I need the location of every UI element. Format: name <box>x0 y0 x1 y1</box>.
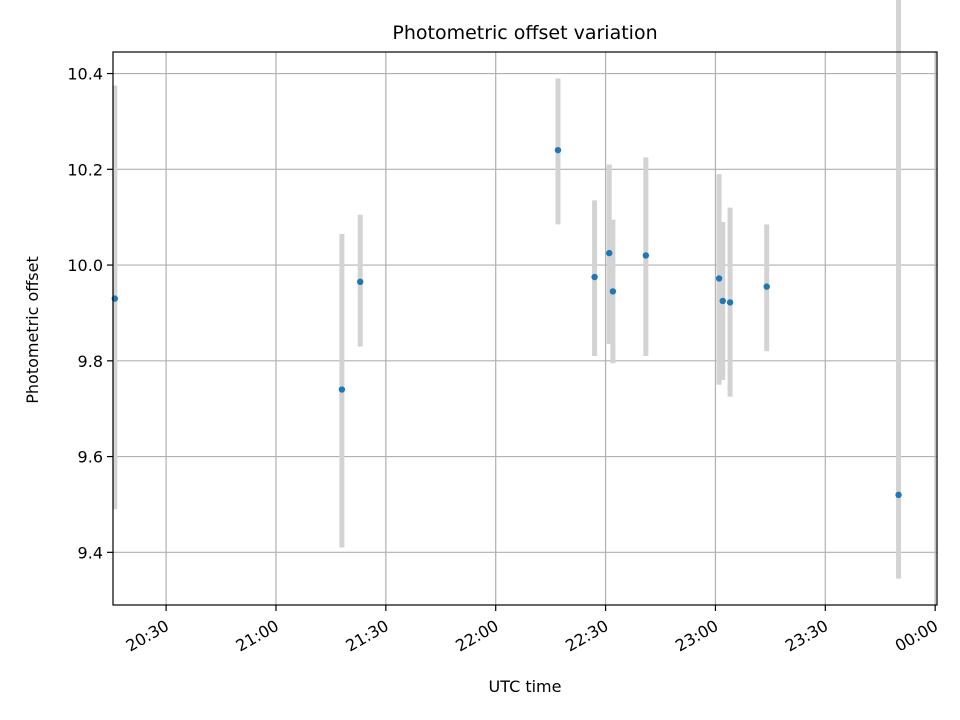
x-tick-label: 21:00 <box>233 616 282 656</box>
data-point <box>609 288 617 295</box>
data-point <box>763 283 770 290</box>
x-tick-label: 22:00 <box>452 616 501 656</box>
plot-frame <box>112 51 938 606</box>
y-tick-label: 10.4 <box>67 65 103 84</box>
data-point <box>715 275 723 282</box>
y-tick-label: 10.2 <box>67 160 103 179</box>
x-tick-label: 20:30 <box>123 616 172 656</box>
x-axis-title: UTC time <box>489 677 562 696</box>
data-point <box>338 386 346 393</box>
grid <box>113 52 937 605</box>
x-tick-label: 00:00 <box>892 616 941 656</box>
data-point <box>719 297 726 305</box>
data-point <box>726 299 734 306</box>
data-point <box>606 249 613 257</box>
y-tick-label: 9.6 <box>78 448 103 467</box>
x-tick-label: 21:30 <box>342 616 391 656</box>
error-bars <box>112 0 902 579</box>
data-point <box>591 273 598 281</box>
y-tick-label: 10.0 <box>67 256 103 275</box>
data-point <box>642 252 650 259</box>
data-point <box>554 146 562 154</box>
data-points <box>111 146 902 499</box>
x-tick-label: 23:30 <box>782 616 831 656</box>
data-point <box>357 278 364 286</box>
x-tick-label: 23:00 <box>672 616 721 656</box>
data-point <box>895 491 902 499</box>
x-tick-label: 22:30 <box>562 616 611 656</box>
chart-title: Photometric offset variation <box>392 22 657 44</box>
y-tick-label: 9.8 <box>78 352 103 371</box>
y-tick-label: 9.4 <box>78 543 103 562</box>
y-axis-title: Photometric offset <box>23 256 42 404</box>
x-axis: 20:30 21:00 21:30 22:00 22:30 23:00 23:30 00:00 <box>123 605 941 656</box>
y-axis: 9.4 9.6 9.8 10.0 10.2 10.4 <box>67 65 113 562</box>
